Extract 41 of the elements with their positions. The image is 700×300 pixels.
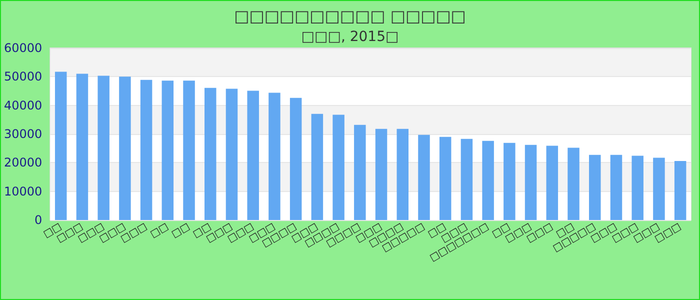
bar xyxy=(632,156,644,220)
chart-title: □□□□□□□□□□ □□□□□ xyxy=(234,6,466,26)
bar xyxy=(290,98,302,220)
bar xyxy=(268,92,280,220)
bar xyxy=(162,80,174,220)
bar xyxy=(524,144,537,220)
y-tick-label: 60000 xyxy=(4,41,42,55)
bar xyxy=(119,76,131,220)
bar xyxy=(54,72,67,220)
bar xyxy=(354,124,366,220)
bar xyxy=(674,160,686,220)
bar xyxy=(183,80,195,220)
y-tick-label: 30000 xyxy=(4,127,42,141)
bar xyxy=(610,154,622,220)
bar xyxy=(482,140,494,220)
bar xyxy=(568,148,580,220)
y-tick-label: 10000 xyxy=(4,184,42,198)
bar xyxy=(247,90,259,220)
bar xyxy=(332,114,344,220)
bar xyxy=(98,76,110,220)
bar xyxy=(546,146,558,220)
bar xyxy=(504,142,516,220)
bar xyxy=(439,136,452,220)
bar xyxy=(226,88,238,220)
y-tick-label: 20000 xyxy=(4,156,42,170)
y-tick-label: 40000 xyxy=(4,98,42,112)
bar xyxy=(375,128,388,220)
chart-subtitle: □□□, 2015□ xyxy=(301,29,399,45)
bar xyxy=(396,128,409,220)
bar xyxy=(418,134,430,220)
y-tick-label: 0 xyxy=(34,213,42,227)
bar xyxy=(589,154,601,220)
bar xyxy=(311,114,324,220)
x-tick-label: □□ xyxy=(170,221,192,240)
bar xyxy=(653,158,665,220)
y-tick-label: 50000 xyxy=(4,70,42,84)
bar xyxy=(204,88,216,220)
bar xyxy=(76,74,88,220)
bar xyxy=(140,80,152,220)
x-tick-label: □□ xyxy=(148,221,170,240)
bar xyxy=(460,138,473,220)
